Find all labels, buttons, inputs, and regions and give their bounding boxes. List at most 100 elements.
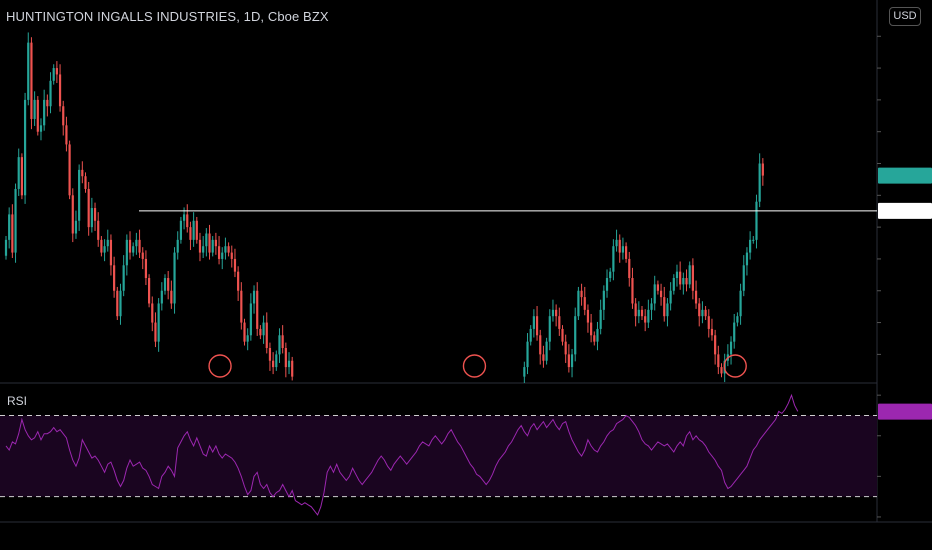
candle-body[interactable] [36,99,39,132]
candle-body[interactable] [52,68,55,81]
candle-body[interactable] [151,303,154,323]
candle-body[interactable] [205,233,208,247]
candle-body[interactable] [211,239,214,253]
candle-body[interactable] [259,328,262,336]
candle-body[interactable] [558,316,561,329]
candle-body[interactable] [144,258,148,279]
candle-body[interactable] [621,246,625,253]
candle-body[interactable] [669,290,672,304]
candle-body[interactable] [526,341,529,368]
candle-body[interactable] [233,258,237,272]
candle-body[interactable] [647,309,650,323]
candle-body[interactable] [717,354,720,368]
candle-body[interactable] [87,188,90,228]
candle-body[interactable] [659,290,663,298]
candle-body[interactable] [84,176,87,189]
candle-body[interactable] [583,297,586,310]
candle-body[interactable] [14,188,17,253]
candle-body[interactable] [666,303,669,317]
candle-body[interactable] [249,303,252,336]
candle-body[interactable] [157,303,160,342]
candle-body[interactable] [551,309,555,317]
candle-body[interactable] [561,328,564,342]
candle-body[interactable] [39,125,43,132]
candle-body[interactable] [170,290,173,304]
candle-body[interactable] [27,42,30,100]
candle-body[interactable] [570,354,574,368]
candle-body[interactable] [707,316,710,329]
candle-body[interactable] [609,271,612,279]
candle-body[interactable] [268,348,272,361]
candle-body[interactable] [618,239,621,253]
candle-body[interactable] [125,239,128,266]
candle-body[interactable] [698,303,701,317]
candle-body[interactable] [685,278,688,285]
candle-body[interactable] [545,341,548,361]
candle-body[interactable] [240,290,243,323]
candle-body[interactable] [256,290,259,329]
candle-body[interactable] [109,239,113,266]
candle-body[interactable] [78,169,81,221]
currency-button[interactable]: USD [889,7,921,26]
candle-body[interactable] [532,316,535,329]
candle-body[interactable] [749,239,752,253]
candle-body[interactable] [74,220,78,234]
candle-body[interactable] [278,335,281,355]
candle-body[interactable] [122,265,125,291]
candle-body[interactable] [663,297,666,317]
candle-body[interactable] [68,144,71,196]
candle-body[interactable] [672,278,675,291]
candle-body[interactable] [113,265,116,291]
candle-body[interactable] [272,360,275,368]
candle-body[interactable] [679,271,682,285]
candle-body[interactable] [580,290,583,298]
candle-body[interactable] [49,80,52,107]
candle-body[interactable] [736,316,739,323]
candle-body[interactable] [574,316,577,355]
candle-body[interactable] [11,214,14,253]
candle-body[interactable] [745,252,749,266]
candle-body[interactable] [548,316,551,342]
candle-body[interactable] [729,341,733,355]
candle-body[interactable] [564,341,567,355]
candle-body[interactable] [20,157,23,196]
candle-body[interactable] [710,328,714,336]
candle-body[interactable] [634,303,637,317]
candle-body[interactable] [755,201,758,240]
candle-body[interactable] [733,322,736,342]
candle-body[interactable] [217,246,221,259]
candle-body[interactable] [4,239,8,256]
candle-body[interactable] [192,220,195,240]
candle-body[interactable] [46,99,49,107]
candle-body[interactable] [694,290,698,304]
candle-body[interactable] [182,214,186,221]
candle-body[interactable] [189,227,192,240]
candle-body[interactable] [17,157,20,189]
candle-body[interactable] [93,208,97,221]
candle-body[interactable] [590,322,593,336]
candle-body[interactable] [653,284,656,304]
earnings-marker[interactable] [723,354,747,378]
candle-body[interactable] [100,239,103,253]
candle-body[interactable] [720,367,723,374]
candle-body[interactable] [138,239,141,253]
candle-body[interactable] [33,99,36,119]
candle-body[interactable] [529,328,532,342]
candle-body[interactable] [644,316,647,323]
candle-body[interactable] [701,309,704,317]
candle-body[interactable] [586,309,590,323]
candle-body[interactable] [246,335,249,342]
candle-body[interactable] [714,335,717,355]
candle-body[interactable] [637,309,640,317]
candle-body[interactable] [675,271,679,279]
candle-body[interactable] [577,290,580,317]
candle-body[interactable] [176,239,179,253]
candle-body[interactable] [593,335,596,342]
candle-body[interactable] [739,290,742,317]
candle-body[interactable] [758,163,761,202]
candle-body[interactable] [81,169,84,177]
candle-body[interactable] [243,322,246,342]
candle-body[interactable] [656,284,659,291]
earnings-marker[interactable] [208,354,232,378]
